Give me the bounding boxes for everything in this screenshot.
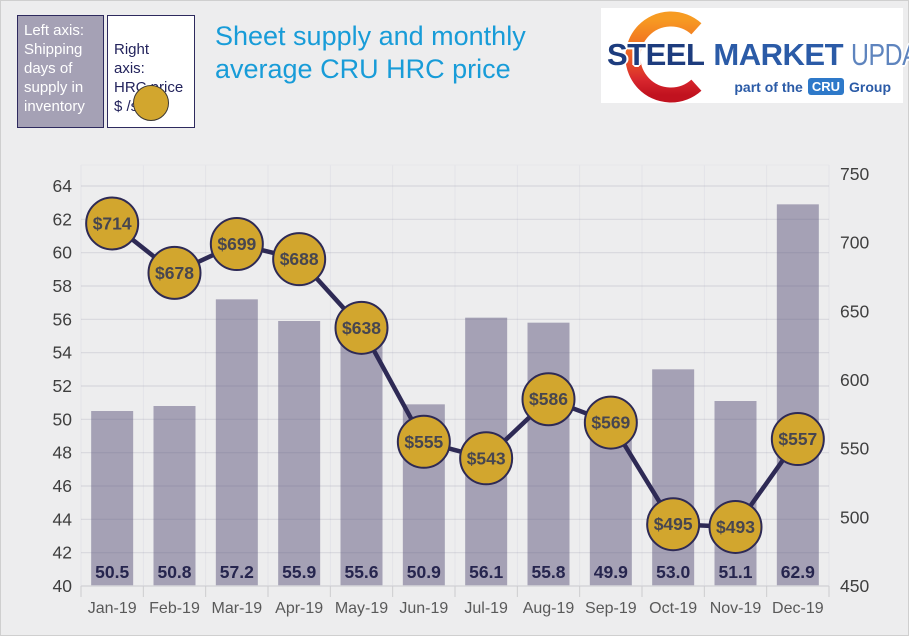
price-marker — [646, 497, 701, 552]
price-marker-label: $543 — [467, 448, 506, 468]
bar — [527, 322, 570, 586]
x-tick-label: Dec-19 — [772, 600, 824, 617]
y-left-tick-label: 44 — [53, 509, 73, 529]
bar — [215, 299, 258, 586]
x-tick-label: Aug-19 — [523, 600, 575, 617]
price-marker-label: $555 — [404, 432, 443, 452]
bar-value-label: 50.9 — [407, 562, 441, 582]
price-marker-label: $688 — [280, 249, 319, 269]
legend-left-axis: Left axis: Shipping days of supply in in… — [17, 15, 104, 128]
y-left-tick-label: 58 — [53, 276, 72, 296]
x-tick-label: Mar-19 — [211, 600, 262, 617]
y-left-tick-label: 48 — [53, 443, 72, 463]
x-tick-label: Jan-19 — [88, 600, 137, 617]
y-right-tick-label: 600 — [840, 370, 869, 390]
price-marker — [334, 300, 389, 355]
price-marker — [147, 245, 202, 300]
logo-word-market: MARKET — [713, 37, 844, 72]
bar — [340, 326, 383, 586]
y-left-tick-label: 42 — [53, 543, 72, 563]
y-left-tick-label: 64 — [53, 176, 73, 196]
price-marker-label: $569 — [591, 413, 630, 433]
bar-value-label: 51.1 — [718, 562, 752, 582]
bar — [278, 321, 321, 586]
y-right-tick-label: 500 — [840, 507, 869, 527]
bar — [153, 406, 196, 586]
x-tick-label: Apr-19 — [275, 600, 323, 617]
bar — [91, 411, 134, 586]
x-tick-label: Feb-19 — [149, 600, 200, 617]
bar-value-label: 50.5 — [95, 562, 129, 582]
logo-wordmark: STEEL MARKET UPDATE — [607, 35, 909, 75]
chart-title-line2: average CRU HRC price — [215, 54, 511, 84]
bar-value-label: 55.9 — [282, 562, 316, 582]
price-marker-swatch-icon — [133, 85, 169, 121]
price-marker-label: $699 — [217, 234, 256, 254]
x-tick-label: Nov-19 — [710, 600, 762, 617]
bar-value-label: 55.8 — [531, 562, 565, 582]
x-tick-label: Sep-19 — [585, 600, 637, 617]
price-marker — [708, 499, 763, 554]
price-marker-label: $557 — [778, 429, 817, 449]
y-left-tick-label: 52 — [53, 376, 72, 396]
price-marker — [583, 395, 638, 450]
y-left-tick-label: 40 — [53, 576, 73, 596]
logo-tagline-suffix: Group — [849, 78, 891, 95]
logo-tagline: part of the CRU Group — [734, 78, 891, 95]
y-left-tick-label: 62 — [53, 209, 72, 229]
x-tick-label: Jun-19 — [399, 600, 448, 617]
bar — [652, 369, 695, 586]
y-left-tick-label: 54 — [53, 343, 73, 363]
bar-value-label: 62.9 — [781, 562, 815, 582]
price-marker-label: $586 — [529, 389, 568, 409]
crescent-icon — [625, 11, 702, 103]
bar-value-label: 50.8 — [157, 562, 191, 582]
chart-title-line1: Sheet supply and monthly — [215, 21, 526, 51]
chart-title: Sheet supply and monthly average CRU HRC… — [215, 20, 526, 86]
y-right-tick-label: 750 — [840, 164, 869, 184]
bar — [714, 401, 757, 586]
price-marker — [272, 232, 327, 287]
price-marker — [85, 196, 140, 251]
x-tick-label: Jul-19 — [464, 600, 508, 617]
y-left-tick-label: 60 — [53, 243, 73, 263]
logo-word-update: UPDATE — [851, 37, 909, 72]
price-marker-label: $495 — [654, 514, 693, 534]
bar-value-label: 53.0 — [656, 562, 690, 582]
bar — [776, 204, 819, 587]
bar-value-label: 57.2 — [220, 562, 254, 582]
logo-word-steel: STEEL — [607, 37, 705, 72]
bar-value-label: 49.9 — [594, 562, 628, 582]
y-right-tick-label: 450 — [840, 576, 869, 596]
price-marker — [396, 414, 451, 469]
price-marker-label: $493 — [716, 517, 755, 537]
y-right-tick-label: 550 — [840, 439, 869, 459]
x-tick-label: May-19 — [335, 600, 388, 617]
y-left-tick-label: 56 — [53, 309, 72, 329]
legend-right-axis: Right axis: HRC price $ /s.ton — [107, 15, 195, 128]
y-right-tick-label: 650 — [840, 301, 869, 321]
price-marker-label: $678 — [155, 263, 194, 283]
price-marker — [459, 431, 514, 486]
logo-tagline-prefix: part of the — [734, 78, 803, 95]
smu-logo: STEEL MARKET UPDATE part of the CRU Grou… — [601, 8, 909, 103]
y-left-tick-label: 46 — [53, 476, 72, 496]
price-marker-label: $638 — [342, 318, 381, 338]
price-marker-label: $714 — [93, 213, 132, 233]
y-left-tick-label: 50 — [53, 409, 73, 429]
price-marker — [770, 412, 825, 467]
y-right-tick-label: 700 — [840, 233, 869, 253]
cru-badge: CRU — [807, 78, 844, 95]
bar-value-label: 55.6 — [344, 562, 378, 582]
price-marker — [209, 217, 264, 272]
bar-value-label: 56.1 — [469, 562, 503, 582]
price-marker — [521, 372, 576, 427]
x-tick-label: Oct-19 — [649, 600, 697, 617]
